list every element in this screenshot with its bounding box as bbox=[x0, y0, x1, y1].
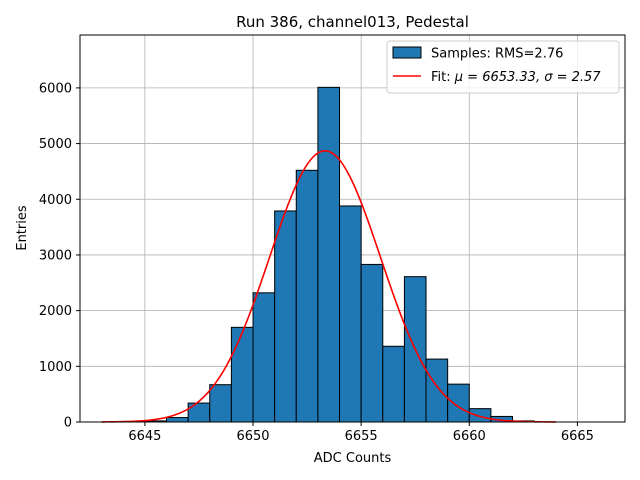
legend-label-fit-values: μ = 6653.33, σ = 2.57 bbox=[454, 70, 602, 85]
histogram-bars bbox=[122, 86, 535, 423]
x-tick-label: 6660 bbox=[453, 429, 486, 444]
y-tick-label: 3000 bbox=[39, 248, 72, 263]
histogram-bar bbox=[468, 408, 492, 423]
y-tick-label: 4000 bbox=[39, 193, 72, 208]
x-axis-label: ADC Counts bbox=[314, 451, 392, 466]
legend: Samples: RMS=2.76 Fit: μ = 6653.33, σ = … bbox=[386, 40, 620, 94]
plot-frame bbox=[79, 34, 626, 423]
gaussian-fit-curve bbox=[101, 150, 556, 423]
y-tick-label: 5000 bbox=[39, 137, 72, 152]
y-tick-label: 6000 bbox=[39, 81, 72, 96]
x-tick-label: 6650 bbox=[236, 429, 269, 444]
histogram-bar bbox=[425, 358, 449, 423]
histogram-bar bbox=[230, 326, 254, 423]
histogram-bar bbox=[360, 263, 384, 423]
histogram-bar bbox=[339, 205, 362, 423]
y-tick-label: 0 bbox=[64, 416, 72, 431]
histogram-bar bbox=[166, 417, 189, 423]
histogram-bar bbox=[209, 384, 232, 423]
legend-label-fit-prefix: Fit: bbox=[431, 70, 455, 85]
legend-swatch-samples bbox=[392, 46, 422, 59]
histogram-bar bbox=[187, 402, 211, 423]
histogram-bar bbox=[382, 345, 405, 423]
legend-box bbox=[386, 40, 620, 94]
histogram-bar bbox=[274, 210, 297, 423]
x-tick-label: 6645 bbox=[128, 429, 161, 444]
y-tick-label: 1000 bbox=[39, 360, 72, 375]
legend-label-fit: Fit: μ = 6653.33, σ = 2.57 bbox=[431, 70, 601, 85]
legend-label-samples: Samples: RMS=2.76 bbox=[431, 47, 563, 62]
histogram-bar bbox=[295, 169, 319, 423]
y-axis-ticks: 0 1000 2000 3000 4000 5000 6000 bbox=[39, 81, 80, 431]
x-tick-label: 6665 bbox=[561, 429, 594, 444]
x-axis-ticks: 6645 6650 6655 6660 6665 bbox=[128, 422, 594, 444]
y-axis-label: Entries bbox=[15, 205, 30, 251]
histogram-bar bbox=[317, 86, 341, 423]
histogram-bar bbox=[447, 383, 470, 423]
chart-title: Run 386, channel013, Pedestal bbox=[236, 13, 469, 31]
y-tick-label: 2000 bbox=[39, 304, 72, 319]
histogram-bar bbox=[252, 292, 276, 423]
fit-curve-group bbox=[101, 150, 556, 423]
x-tick-label: 6655 bbox=[345, 429, 378, 444]
